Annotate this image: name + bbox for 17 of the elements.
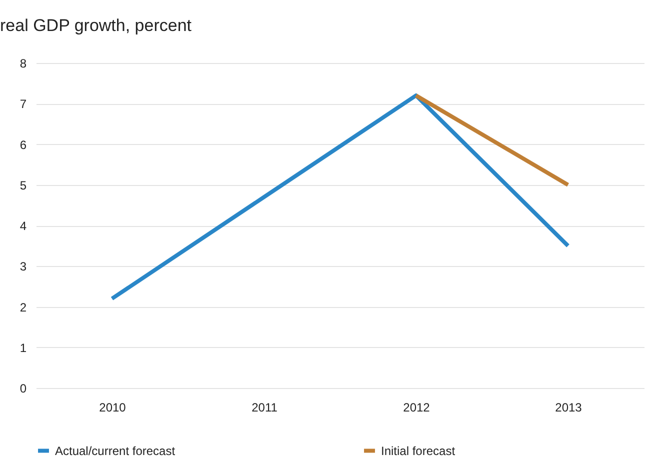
chart-title: real GDP growth, percent — [0, 16, 192, 35]
y-tick-label: 6 — [20, 138, 27, 152]
y-tick-label: 1 — [20, 340, 27, 355]
x-tick-label: 2010 — [99, 400, 126, 414]
legend-label: Actual/current forecast — [55, 444, 176, 456]
legend-label: Initial forecast — [381, 444, 456, 456]
line-series — [110, 94, 570, 301]
y-tick-label: 3 — [20, 260, 27, 274]
y-tick-label: 4 — [20, 219, 27, 233]
y-tick-label: 2 — [20, 300, 27, 314]
y-tick-label: 5 — [20, 178, 27, 192]
y-tick-label: 7 — [20, 97, 27, 112]
y-tick-label: 8 — [20, 56, 27, 70]
x-tick-label: 2013 — [555, 400, 582, 414]
x-tick-label: 2011 — [252, 400, 278, 414]
y-tick-label: 0 — [20, 382, 27, 396]
x-tick-label: 2012 — [403, 400, 430, 414]
